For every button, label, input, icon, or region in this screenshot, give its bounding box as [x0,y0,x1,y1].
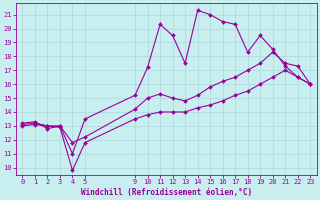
X-axis label: Windchill (Refroidissement éolien,°C): Windchill (Refroidissement éolien,°C) [81,188,252,197]
